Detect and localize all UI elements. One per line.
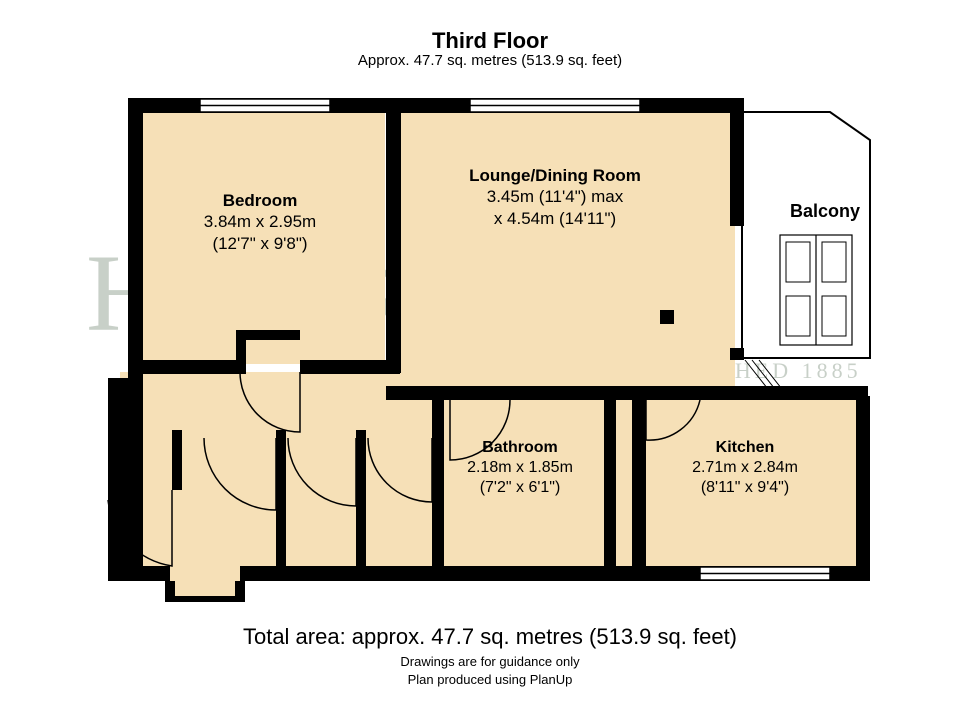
lounge-label: Lounge/Dining Room 3.45m (11'4") max x 4… — [435, 165, 675, 229]
bedroom-name: Bedroom — [223, 191, 298, 210]
lounge-dim-m: 3.45m (11'4") max — [487, 187, 624, 206]
footer-note-1: Drawings are for guidance only — [0, 654, 980, 669]
bathroom-name: Bathroom — [482, 439, 558, 456]
kitchen-label: Kitchen 2.71m x 2.84m (8'11" x 9'4") — [625, 438, 865, 498]
balcony-group — [742, 112, 870, 398]
lounge-dim-ft: x 4.54m (14'11") — [494, 209, 616, 228]
total-area-text: Total area: approx. 47.7 sq. metres (513… — [0, 624, 980, 650]
bedroom-dim-m: 3.84m x 2.95m — [204, 212, 316, 231]
balcony-label: Balcony — [705, 200, 945, 223]
kitchen-dim-m: 2.71m x 2.84m — [692, 459, 798, 476]
floorplan-canvas: Third Floor Approx. 47.7 sq. metres (513… — [0, 0, 980, 712]
lounge-fill — [400, 112, 735, 390]
floorplan-svg — [0, 0, 980, 712]
bathroom-label: Bathroom 2.18m x 1.85m (7'2" x 6'1") — [400, 438, 640, 498]
kitchen-name: Kitchen — [716, 439, 775, 456]
footer-note-2: Plan produced using PlanUp — [0, 672, 980, 687]
kitchen-dim-ft: (8'11" x 9'4") — [701, 479, 789, 496]
bathroom-dim-m: 2.18m x 1.85m — [467, 459, 573, 476]
balcony-name: Balcony — [790, 201, 860, 221]
bedroom-dim-ft: (12'7" x 9'8") — [212, 234, 307, 253]
entry-fill — [170, 578, 240, 596]
bedroom-label: Bedroom 3.84m x 2.95m (12'7" x 9'8") — [140, 190, 380, 254]
lounge-name: Lounge/Dining Room — [469, 166, 641, 185]
bathroom-dim-ft: (7'2" x 6'1") — [480, 479, 561, 496]
